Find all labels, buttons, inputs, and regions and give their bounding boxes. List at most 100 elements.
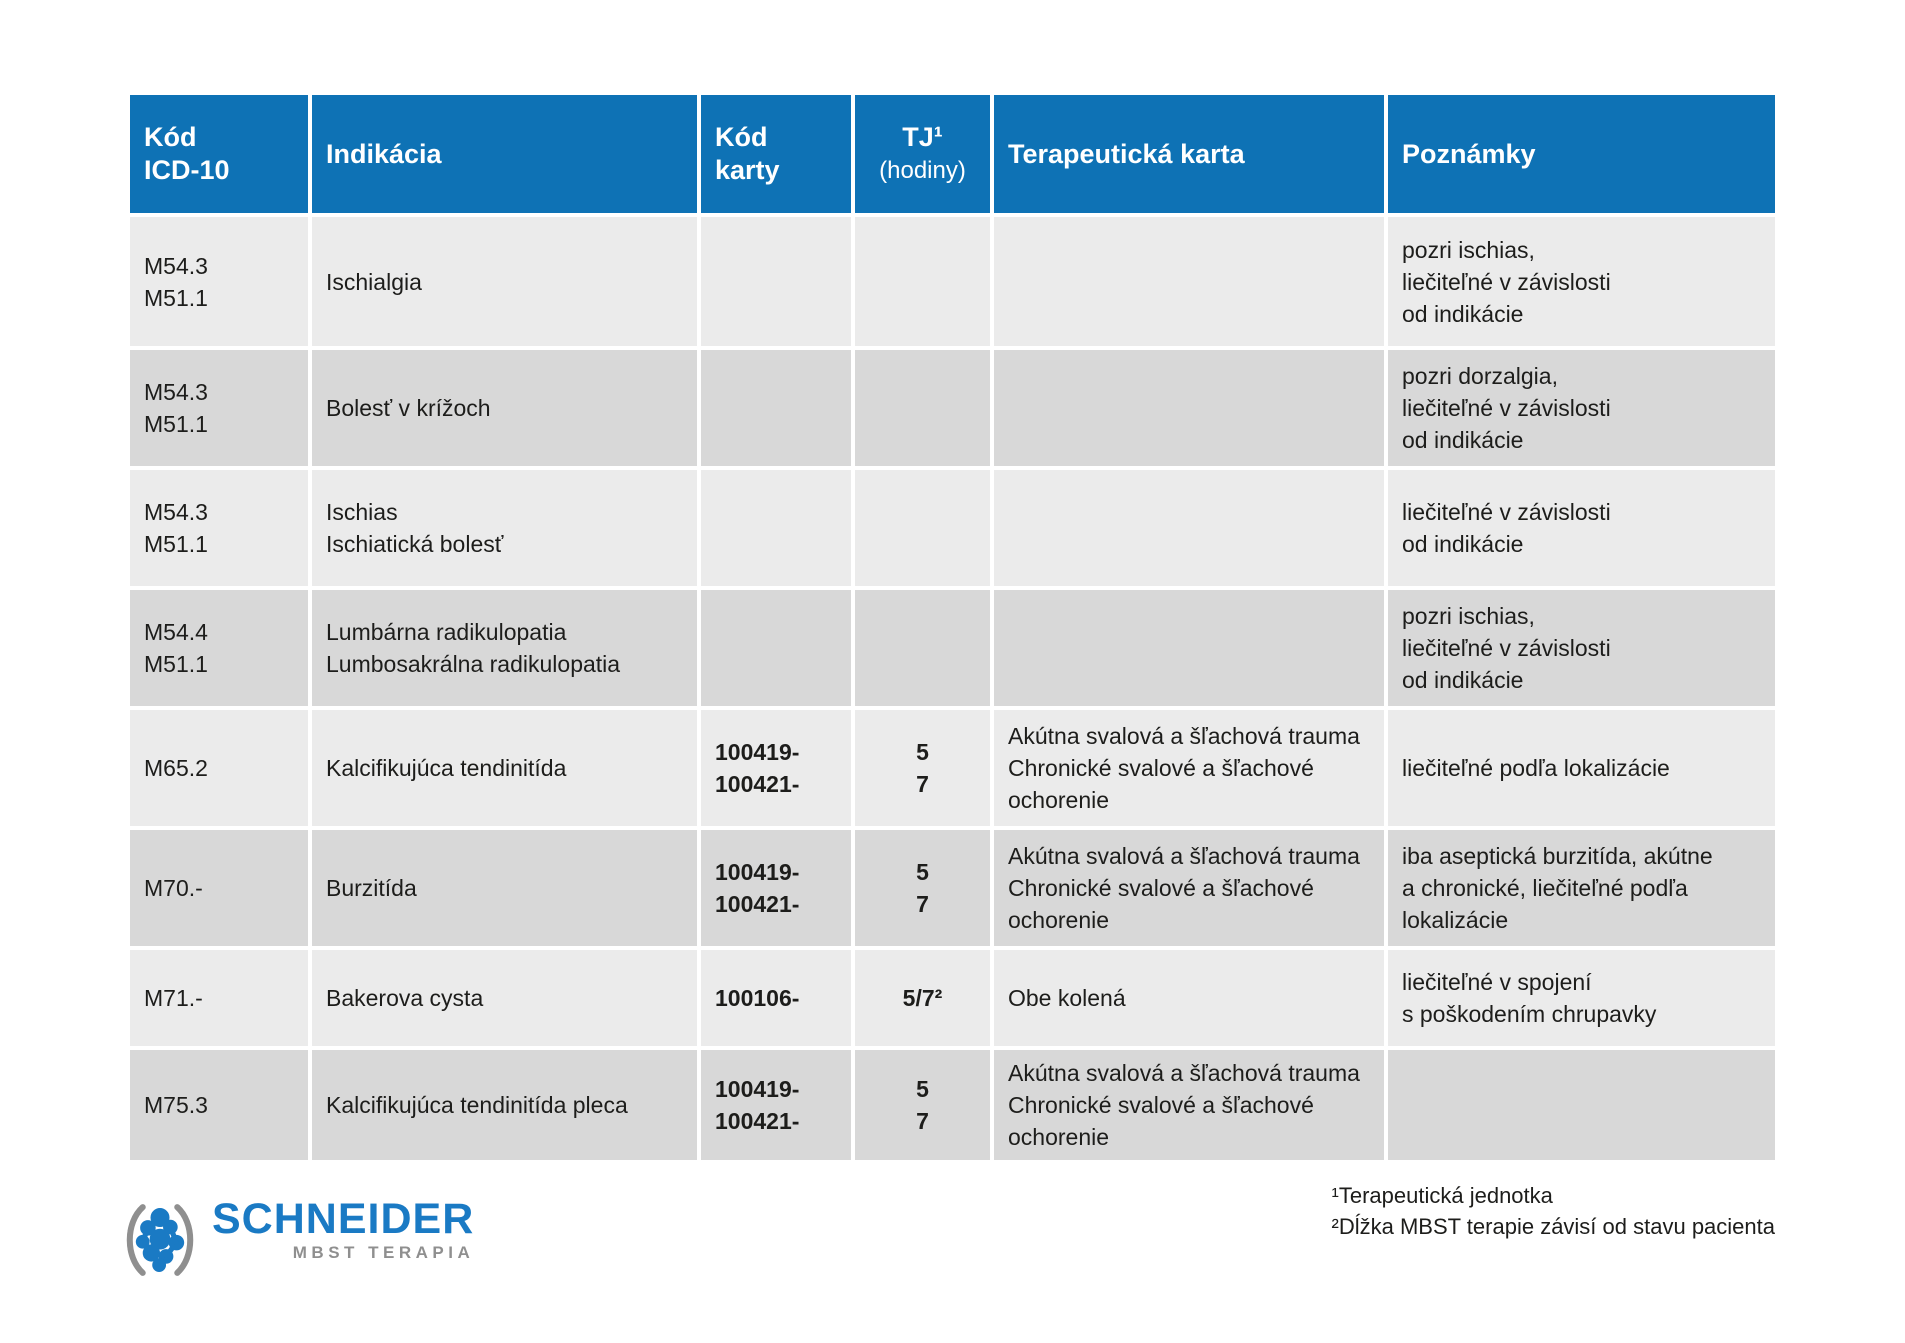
cell-icd-row-5: M65.2 [130,710,308,826]
cell-line: 100419- [715,739,800,765]
cell-notes-row-4: pozri ischias, liečiteľné v závislosti od … [1388,590,1775,706]
cell-icd-row-3: M54.3 M51.1 [130,470,308,586]
cell-line: 5 [916,1076,929,1102]
cell-card_code-row-1 [701,217,851,346]
cell-line: a chronické, liečiteľné podľa [1402,875,1688,901]
column-header-line: (hodiny) [879,157,966,184]
cell-line: M51.1 [144,411,208,437]
cell-line: 100106- [715,985,800,1011]
cell-line: Bolesť v krížoch [326,395,491,421]
cell-icd-row-2: M54.3 M51.1 [130,350,308,466]
cell-indication-row-1: Ischialgia [312,217,697,346]
cell-icd-row-6: M70.- [130,830,308,946]
cell-icd-row-4: M54.4 M51.1 [130,590,308,706]
cell-indication-row-3: Ischias Ischiatická bolesť [312,470,697,586]
cell-line: Akútna svalová a šľachová trauma [1008,723,1360,749]
indication-table: Kód ICD-10 Indikácia Kód karty TJ¹ (hodiny) Te… [130,95,1775,1160]
cell-line: 5 [916,739,929,765]
column-header-therapy_card: Terapeutická karta [994,95,1384,213]
cell-line: liečiteľné v závislosti [1402,395,1611,421]
cell-line: 7 [916,891,929,917]
cell-line: Akútna svalová a šľachová trauma [1008,1060,1360,1086]
cell-card_code-row-3 [701,470,851,586]
column-header-line: ICD-10 [144,155,230,185]
logo-text: SCHNEIDER MBST TERAPIA [212,1196,474,1263]
cell-notes-row-5: liečiteľné podľa lokalizácie [1388,710,1775,826]
cell-line: liečiteľné v závislosti [1402,499,1611,525]
cell-indication-row-5: Kalcifikujúca tendinitída [312,710,697,826]
cell-line: Chronické svalové a šľachové [1008,755,1314,781]
cell-line: Bakerova cysta [326,985,484,1011]
cell-line: M65.2 [144,755,208,781]
cell-notes-row-3: liečiteľné v závislosti od indikácie [1388,470,1775,586]
cell-indication-row-2: Bolesť v krížoch [312,350,697,466]
cell-line: liečiteľné podľa lokalizácie [1402,755,1670,781]
cell-line: M51.1 [144,531,208,557]
cell-notes-row-7: liečiteľné v spojení s poškodením chrupav… [1388,950,1775,1046]
cell-line: M75.3 [144,1092,208,1118]
cell-card_code-row-4 [701,590,851,706]
cell-line: Lumbárna radikulopatia [326,619,567,645]
cell-line: Obe kolená [1008,985,1126,1011]
column-header-line: Kód [144,122,197,152]
cell-indication-row-6: Burzitída [312,830,697,946]
mbst-brain-logo-icon [126,1204,194,1276]
cell-line: 5/7² [902,985,943,1011]
cell-icd-row-7: M71.- [130,950,308,1046]
cell-line: 7 [916,771,929,797]
cell-line: iba aseptická burzitída, akútne [1402,843,1713,869]
cell-therapy_card-row-4 [994,590,1384,706]
cell-line: Ischialgia [326,268,422,295]
cell-line: pozri dorzalgia, [1402,363,1558,389]
cell-line: liečiteľné v závislosti [1402,268,1611,295]
column-header-line: Indikácia [326,138,442,169]
cell-line: Lumbosakrálna radikulopatia [326,651,621,677]
column-header-line: TJ¹ [902,122,943,152]
cell-tj-row-4 [855,590,990,706]
cell-notes-row-2: pozri dorzalgia, liečiteľné v závislosti o… [1388,350,1775,466]
cell-therapy_card-row-2 [994,350,1384,466]
cell-icd-row-8: M75.3 [130,1050,308,1160]
column-header-line: Poznámky [1402,138,1536,169]
cell-therapy_card-row-7: Obe kolená [994,950,1384,1046]
cell-line: Chronické svalové a šľachové [1008,1092,1314,1118]
cell-line: Kalcifikujúca tendinitída [326,755,567,781]
cell-line: od indikácie [1402,427,1524,453]
column-header-icd: Kód ICD-10 [130,95,308,213]
cell-therapy_card-row-6: Akútna svalová a šľachová trauma Chronick… [994,830,1384,946]
cell-line: 7 [916,1108,929,1134]
cell-tj-row-2 [855,350,990,466]
cell-notes-row-8 [1388,1050,1775,1160]
column-header-notes: Poznámky [1388,95,1775,213]
cell-indication-row-4: Lumbárna radikulopatia Lumbosakrálna radi… [312,590,697,706]
cell-therapy_card-row-8: Akútna svalová a šľachová trauma Chronick… [994,1050,1384,1160]
cell-therapy_card-row-3 [994,470,1384,586]
cell-line: 100421- [715,1108,800,1134]
cell-card_code-row-6: 100419- 100421- [701,830,851,946]
cell-line: ochorenie [1008,1124,1110,1150]
cell-line: liečiteľné v spojení [1402,969,1592,995]
cell-indication-row-8: Kalcifikujúca tendinitída pleca [312,1050,697,1160]
column-header-indication: Indikácia [312,95,697,213]
column-header-line: Kód karty [715,122,780,185]
cell-therapy_card-row-5: Akútna svalová a šľachová trauma Chronick… [994,710,1384,826]
cell-line: 100419- [715,1076,800,1102]
logo-subtitle-text: MBST TERAPIA [292,1243,475,1262]
cell-line: 100419- [715,859,800,885]
cell-line: Akútna svalová a šľachová trauma [1008,843,1360,869]
cell-line: liečiteľné v závislosti [1402,635,1611,661]
cell-line: lokalizácie [1402,907,1509,933]
logo-brand-text: SCHNEIDER [212,1195,475,1243]
cell-line: 100421- [715,891,800,917]
footnotes: ¹Terapeutická jednotka ²Dĺžka MBST terap… [1332,1180,1775,1242]
cell-line: od indikácie [1402,300,1524,327]
cell-tj-row-3 [855,470,990,586]
cell-card_code-row-8: 100419- 100421- [701,1050,851,1160]
cell-line: M54.3 [144,252,208,279]
cell-line: M54.4 [144,619,208,645]
footnote-dlzka-terapie: ²Dĺžka MBST terapie závisí od stavu paci… [1331,1214,1775,1239]
column-header-card_code: Kód karty [701,95,851,213]
cell-icd-row-1: M54.3 M51.1 [130,217,308,346]
cell-line: 5 [916,859,929,885]
